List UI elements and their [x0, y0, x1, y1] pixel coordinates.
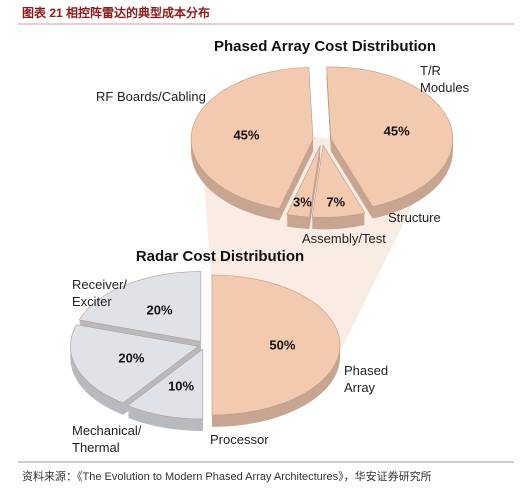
slice — [190, 67, 314, 209]
header: 图表 21 相控阵雷达的典型成本分布 — [22, 6, 211, 20]
slice-label: T/R Modules — [420, 63, 470, 95]
slice — [78, 271, 202, 342]
chart-title: Radar Cost Distribution — [135, 248, 305, 265]
slice — [70, 324, 200, 404]
slice — [211, 274, 341, 416]
slice — [286, 145, 321, 218]
slice-label: Receiver/ Exciter — [72, 277, 127, 309]
slice-label: Assembly/Test — [302, 231, 386, 246]
value-label: 20% — [146, 302, 173, 318]
value-label: 3% — [292, 194, 312, 210]
value-label: 10% — [168, 378, 195, 394]
slice-label: Mechanical/ Thermal — [72, 423, 142, 455]
chart-title: Phased Array Cost Distribution — [214, 38, 436, 55]
slice — [126, 348, 204, 420]
slice — [326, 66, 454, 207]
value-label: 45% — [383, 123, 410, 139]
value-label: 50% — [269, 337, 296, 353]
slice-label: Structure — [388, 210, 441, 225]
slice-label: Phased Array — [344, 363, 389, 395]
slice — [311, 144, 366, 218]
value-label: 45% — [233, 127, 260, 143]
slice-label: Processor — [210, 432, 269, 447]
value-label: 7% — [326, 194, 346, 210]
slice-label: RF Boards/Cabling — [96, 89, 206, 104]
value-label: 20% — [118, 350, 145, 366]
source: 资料来源：《The Evolution to Modern Phased Arr… — [22, 471, 432, 483]
